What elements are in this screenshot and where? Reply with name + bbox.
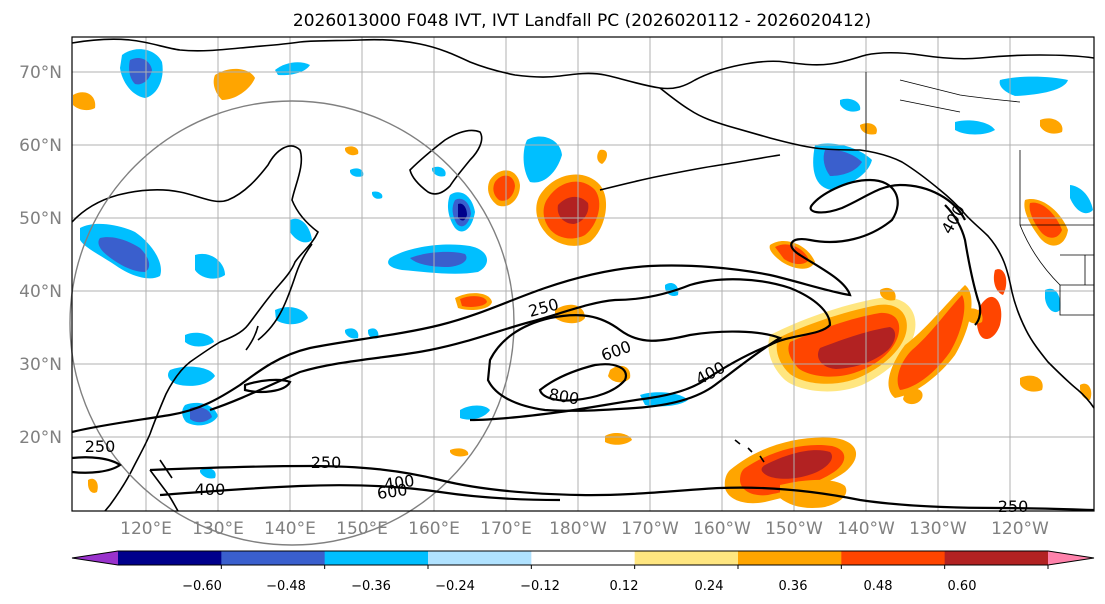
- lon-label: 140°W: [837, 519, 895, 539]
- colorbar-tick-label: −0.12: [520, 579, 560, 594]
- colorbar-tick-label: 0.24: [695, 579, 724, 594]
- lon-label: 160°W: [693, 519, 751, 539]
- colorbar-tick-label: −0.24: [435, 579, 475, 594]
- lon-label: 130°E: [192, 519, 244, 539]
- hawaii-islands: [734, 439, 765, 463]
- latitude-labels: 70°N 60°N 50°N 40°N 30°N 20°N: [19, 63, 62, 448]
- lon-label: 150°W: [765, 519, 823, 539]
- colorbar-segment: [118, 551, 222, 565]
- colorbar-tick-label: −0.48: [266, 579, 306, 594]
- anomaly-small-warm: [73, 68, 1092, 493]
- lat-label: 30°N: [19, 355, 62, 375]
- colorbar-tick-label: −0.36: [351, 579, 391, 594]
- asia-north-coastline: [71, 38, 1095, 90]
- japan-coastline: [245, 243, 313, 351]
- contour-label-400-se: 400: [383, 471, 416, 494]
- colorbar-segment: [1048, 551, 1094, 565]
- kamchatka-coastline: [409, 129, 483, 195]
- coastlines: [71, 38, 1095, 512]
- political-borders: [865, 72, 1094, 316]
- ivt-contour-400-south: [159, 484, 561, 502]
- ivt-contour-400: [209, 278, 832, 422]
- colorbar-segment: [72, 551, 118, 565]
- ivt-contour-250: [71, 178, 966, 434]
- aleutian-islands: [599, 154, 781, 191]
- map-frame: [71, 36, 1095, 512]
- lat-label: 60°N: [19, 136, 62, 156]
- range-circle: [69, 100, 515, 546]
- longitude-labels: 120°E 130°E 140°E 150°E 160°E 170°E 180°…: [120, 519, 1049, 539]
- colorbar-segment: [531, 551, 636, 565]
- contour-label-400-south: 400: [195, 480, 226, 499]
- lat-label: 20°N: [19, 428, 62, 448]
- lon-label: 150°E: [336, 519, 388, 539]
- figure-title: 2026013000 F048 IVT, IVT Landfall PC (20…: [293, 11, 871, 31]
- colorbar-segment: [324, 551, 429, 565]
- colorbar-ticks: [220, 565, 1049, 569]
- colorbar-segment: [944, 551, 1049, 565]
- contour-label-250-west: 250: [85, 437, 116, 456]
- lon-label: 180°W: [549, 519, 607, 539]
- contour-label-250-se: 250: [998, 497, 1029, 516]
- asia-coastline: [71, 145, 319, 512]
- colorbar-segment: [738, 551, 842, 565]
- ivt-contour-800: [538, 363, 628, 402]
- alaska-coastline: [659, 87, 1095, 409]
- map-background: [72, 37, 1094, 511]
- colorbar-tick-label: 0.36: [779, 579, 808, 594]
- lon-label: 140°E: [264, 519, 316, 539]
- ivt-contours: [71, 178, 1095, 512]
- colorbar-segment: [634, 551, 739, 565]
- ivt-contour-coast: [944, 204, 982, 326]
- ivt-contour-600: [243, 378, 292, 393]
- negative-anomalies: [80, 49, 1093, 479]
- lon-label: 170°E: [480, 519, 532, 539]
- contour-label-250-south: 250: [311, 453, 342, 472]
- colorbar-tick-label: 0.60: [948, 579, 977, 594]
- colorbar-segment: [841, 551, 946, 565]
- colorbar-segment: [221, 551, 326, 565]
- colorbar-segment: [428, 551, 532, 565]
- anomaly-kamchatka: [488, 170, 607, 246]
- colorbar-tick-label: 0.48: [864, 579, 893, 594]
- lat-label: 70°N: [19, 63, 62, 83]
- ivt-contour-south-small: [71, 456, 122, 474]
- lon-label: 130°W: [909, 519, 967, 539]
- lon-label: 160°E: [408, 519, 460, 539]
- colorbar-tick-label: −0.60: [182, 579, 222, 594]
- colorbar-segments: [71, 550, 1095, 566]
- colorbar-tick-label: 0.12: [610, 579, 639, 594]
- lat-label: 40°N: [19, 282, 62, 302]
- map-panel: 250 250 250 250 400 400 400 400 600 600 …: [69, 36, 1095, 546]
- lon-label: 170°W: [621, 519, 679, 539]
- lon-label: 120°W: [991, 519, 1049, 539]
- colorbar-outline: [71, 550, 1095, 566]
- anomaly-asia-north: [80, 49, 1093, 313]
- lon-label: 120°E: [120, 519, 172, 539]
- ivt-contour-600-mid: [486, 314, 783, 412]
- lat-label: 50°N: [19, 209, 62, 229]
- colorbar-tick-labels: −0.60 −0.48 −0.36 −0.24 −0.12 0.12 0.24 …: [182, 579, 976, 594]
- colorbar: −0.60 −0.48 −0.36 −0.24 −0.12 0.12 0.24 …: [71, 550, 1095, 594]
- contour-label-600-south: 600: [376, 480, 409, 503]
- ivt-contour-250-south: [149, 464, 1095, 512]
